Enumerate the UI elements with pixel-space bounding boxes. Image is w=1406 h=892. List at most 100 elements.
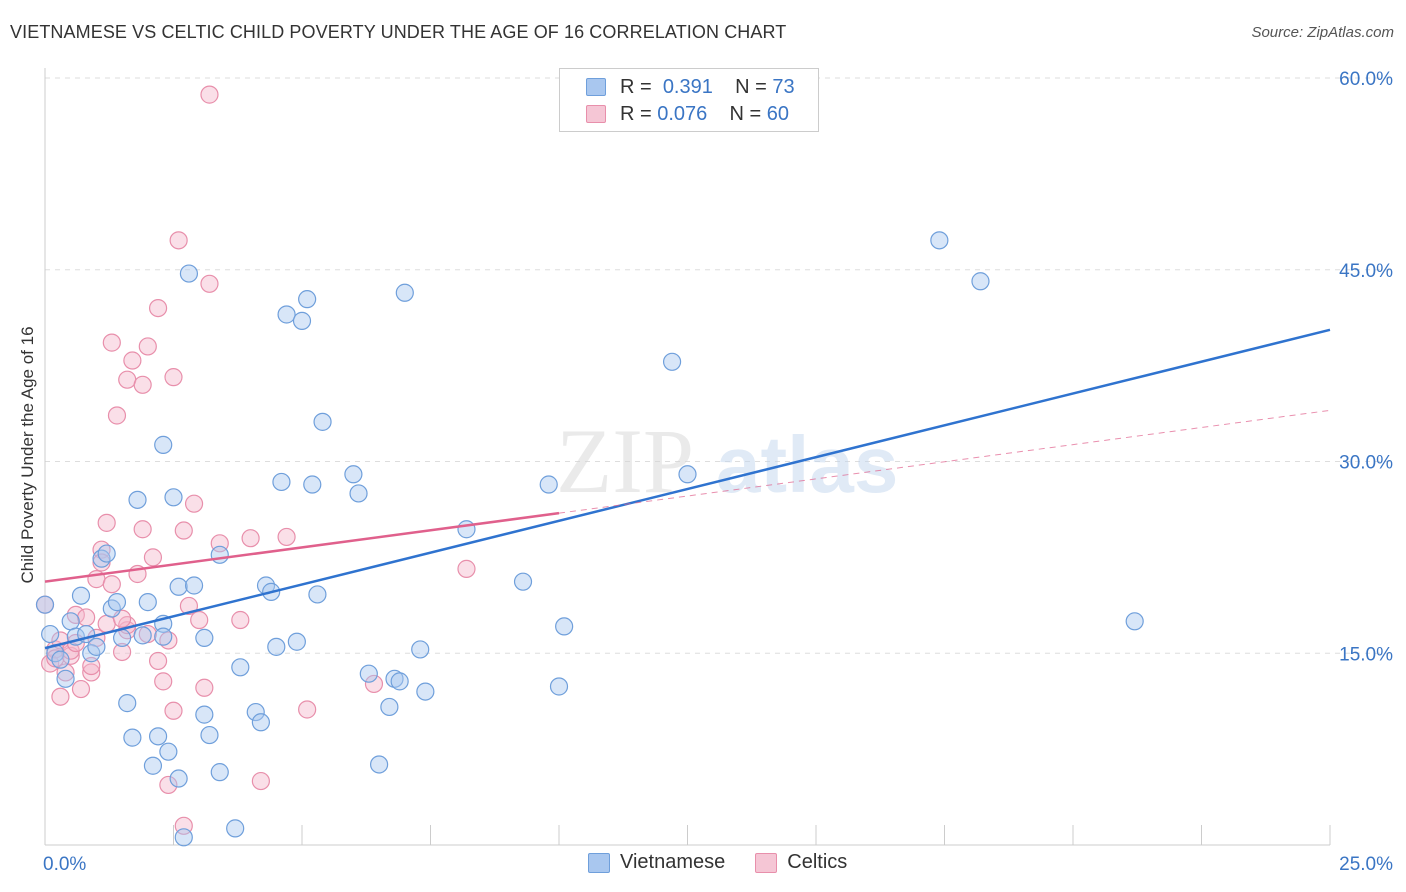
axes [44,68,1331,846]
celtics-trend-line [44,511,560,583]
celtics-point [97,513,116,532]
celtics-point [200,274,219,293]
celtics-point [195,678,214,697]
y-tick-label: 15.0% [1339,644,1393,665]
legend-n-value: 60 [766,102,790,125]
vietnamese-point [195,628,214,648]
vietnamese-point [395,283,414,302]
vietnamese-point [179,264,199,283]
bottom-legend-vietnamese: Vietnamese [588,851,725,874]
celtics-point [82,656,101,676]
legend-r-value: 0.076 [657,102,708,125]
legend-n-label: N = [729,102,762,125]
vietnamese-point [200,725,219,745]
vietnamese-point [457,520,476,539]
vietnamese-point [97,544,116,563]
vietnamese-point [287,632,306,651]
y-tick-label: 45.0% [1339,261,1393,282]
vietnamese-point [308,585,327,604]
vietnamese-point [148,727,168,746]
vietnamese-point [231,658,250,677]
celtics-point [92,553,111,572]
celtics-point [133,375,152,394]
celtics-point [190,610,209,630]
vietnamese-point [555,617,574,636]
vietnamese-point [35,595,55,614]
vietnamese-point [226,819,245,838]
vietnamese-trend-line [44,328,1331,650]
vietnamese-point [411,640,430,659]
legend-n-label: N = [735,75,767,98]
vietnamese-point [303,475,322,494]
vietnamese-point [349,484,368,503]
celtics-point [184,494,204,513]
vietnamese-point [313,412,332,431]
celtics-point [174,521,193,540]
y-axis-label: Child Poverty Under the Age of 16 [18,326,37,583]
vietnamese-point [272,472,291,492]
gridlines [45,77,1395,654]
vietnamese-point [930,231,949,250]
source-label: Source: ZipAtlas.com [1251,24,1394,41]
celtics-point [51,687,70,706]
vietnamese-point [298,290,317,309]
vietnamese-point [267,637,286,656]
celtics-point [154,672,173,691]
celtics-point [102,333,121,352]
celtics-point [112,642,132,662]
celtics-point [200,85,219,104]
tick-labels: 15.0% 30.0% 45.0% 60.0% 0.0% 25.0% [43,69,1393,875]
legend-r-label: R = [620,102,652,125]
vietnamese-point [971,272,990,291]
vietnamese-point [359,664,378,683]
vietnamese-point [92,549,111,568]
celtics-point [138,337,157,356]
vietnamese-point [143,756,163,775]
celtics-point [298,700,317,719]
vietnamese-point [107,593,127,612]
vietnamese-point [277,305,296,324]
vietnamese-point [210,763,229,782]
legend-row-vietnamese: R = 0.391 N = 73 [586,76,795,98]
x-tick-label: 25.0% [1339,854,1393,875]
vietnamese-point [41,624,60,644]
celtics-point [77,608,96,627]
celtics-point [169,231,188,250]
vietnamese-point [513,572,533,591]
vietnamese-point [118,694,137,713]
celtics-point [123,351,142,370]
bottom-legend-label-celtics: Celtics [787,851,848,873]
vietnamese-point [87,637,106,656]
vietnamese-point [138,593,157,612]
vietnamese-point [390,672,409,691]
vietnamese-point [344,465,363,484]
vietnamese-points [35,231,1144,847]
bottom-legend: Vietnamese Celtics [588,851,877,874]
vietnamese-point [210,545,229,564]
vietnamese-point [133,626,152,645]
celtics-point [41,654,60,673]
vietnamese-point [662,352,682,371]
y-tick-label: 30.0% [1339,453,1393,474]
celtics-point [118,370,137,389]
vietnamese-point [1125,612,1144,631]
vietnamese-point [184,576,204,595]
bottom-legend-swatch-blue [588,852,610,873]
vietnamese-point [51,650,70,669]
bottom-legend-celtics: Celtics [755,851,847,874]
vietnamese-point [174,828,193,847]
vietnamese-point [71,586,91,605]
vietnamese-point [549,677,569,696]
vietnamese-point [292,311,312,330]
vietnamese-point [123,728,142,747]
vietnamese-point [370,755,389,774]
vietnamese-point [380,697,399,717]
trend-lines [44,328,1331,650]
bottom-legend-label-vietnamese: Vietnamese [620,851,726,873]
legend-r-value: 0.391 [662,75,713,98]
celtics-point [102,575,121,594]
legend: R = 0.391 N = 73 R = 0.076 N = 60 [559,68,819,132]
legend-swatch-pink [586,105,606,123]
celtics-trend-extension [558,409,1331,514]
